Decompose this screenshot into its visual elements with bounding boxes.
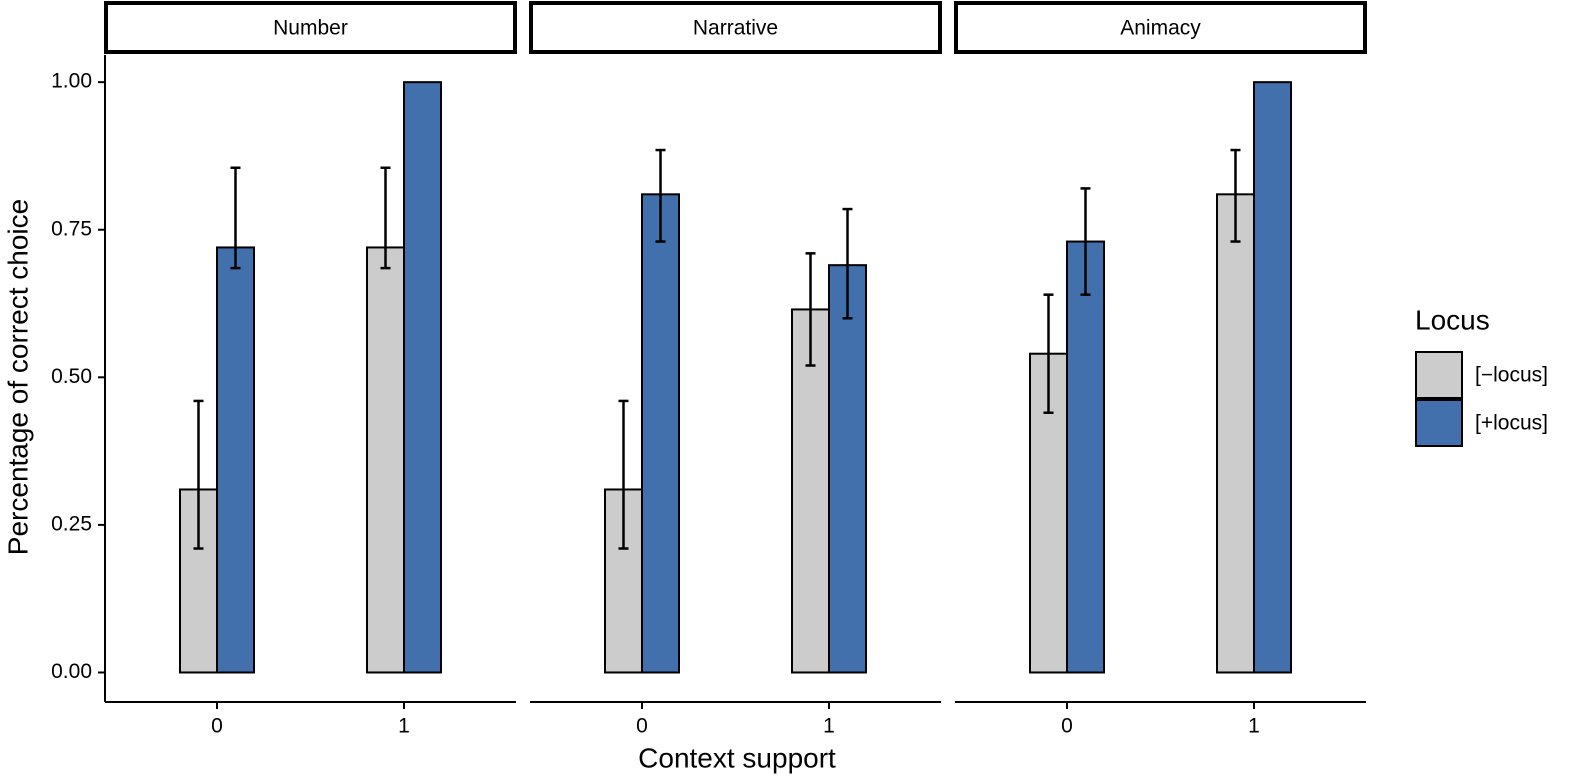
y-tick-label: 0.75 (51, 217, 92, 240)
bar (1066, 240, 1105, 674)
error-bar (618, 399, 629, 550)
y-tick-label: 1.00 (51, 70, 92, 93)
error-bar (842, 207, 853, 320)
strip (529, 1, 942, 54)
y-tick-label: 0.25 (51, 512, 92, 535)
bar (216, 246, 255, 674)
error-bar (1080, 187, 1091, 296)
error-bar (193, 399, 204, 550)
x-tick-label: 0 (1061, 715, 1073, 738)
y-axis-title: Percentage of correct choice (2, 199, 33, 555)
x-axis-title: Context support (638, 742, 836, 773)
legend-label: [−locus] (1475, 364, 1548, 387)
bar (828, 264, 867, 674)
strip-label: Number (273, 17, 348, 40)
bar (1253, 81, 1292, 674)
x-tick-label: 0 (636, 715, 648, 738)
x-tick-label: 1 (398, 715, 410, 738)
y-tick-label: 0.00 (51, 660, 92, 683)
x-tick-label: 0 (211, 715, 223, 738)
error-bar (230, 166, 241, 270)
strip-label: Animacy (1120, 17, 1201, 40)
legend-key (1415, 351, 1463, 399)
bar (366, 246, 405, 674)
strip-label: Narrative (693, 17, 778, 40)
legend-title: Locus (1415, 304, 1490, 335)
bar (403, 81, 442, 674)
bar (791, 308, 830, 674)
legend-key (1415, 399, 1463, 447)
bar (641, 193, 680, 674)
error-bar (805, 252, 816, 367)
error-bar (380, 166, 391, 270)
strip (104, 1, 517, 54)
error-bar (1230, 148, 1241, 243)
x-tick-label: 1 (1248, 715, 1260, 738)
strip (954, 1, 1367, 54)
x-tick-label: 1 (823, 715, 835, 738)
bar (1216, 193, 1255, 674)
legend-label: [+locus] (1475, 412, 1548, 435)
error-bar (655, 148, 666, 243)
error-bar (1043, 293, 1054, 414)
y-tick-label: 0.50 (51, 365, 92, 388)
